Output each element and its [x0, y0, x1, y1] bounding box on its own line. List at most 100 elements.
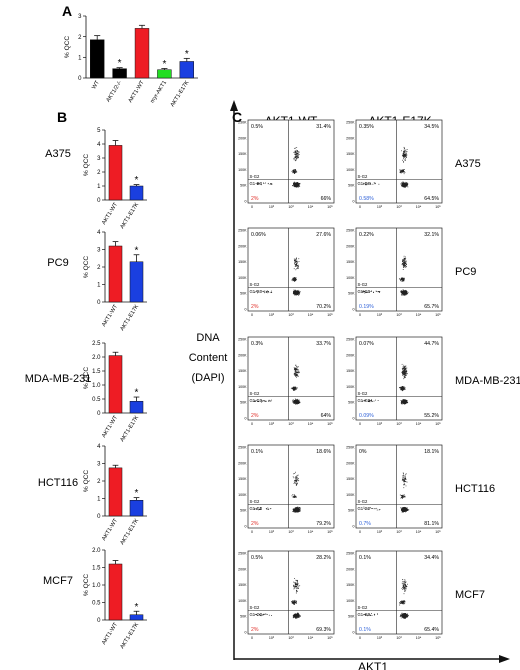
flow-gate-label-sg2: S-G2 [250, 174, 260, 179]
flow-event-dot [294, 156, 296, 158]
flow-event-dot [265, 401, 267, 403]
flow-event-dot [295, 511, 296, 513]
panel-a-bar [134, 28, 150, 79]
flow-event-dot [399, 389, 401, 391]
flow-event-dot [298, 612, 299, 614]
flow-event-dot [402, 387, 404, 389]
flow-event-dot [295, 617, 296, 619]
flow-event-dot [293, 473, 295, 475]
flow-event-dot [403, 473, 404, 475]
flow-event-dot [404, 370, 406, 372]
flow-event-dot [295, 403, 297, 405]
flow-event-dot [405, 375, 407, 376]
flow-event-dot [292, 185, 294, 186]
flow-event-dot [402, 602, 404, 603]
flow-event-dot [405, 400, 407, 402]
flow-event-dot [297, 261, 299, 263]
flow-event-dot [402, 169, 404, 171]
flow-event-dot [295, 364, 296, 366]
flow-y-tick-label: 100K [346, 168, 355, 172]
flow-event-dot [263, 182, 264, 184]
flow-event-dot [293, 259, 295, 261]
flow-event-dot [403, 151, 405, 153]
flow-event-dot [405, 149, 407, 151]
flow-event-dot [294, 160, 296, 162]
flow-event-dot [405, 151, 407, 153]
flow-event-dot [298, 400, 299, 402]
flow-event-dot [294, 373, 295, 374]
flow-event-dot [295, 613, 297, 615]
flow-plot-a375-e17k: 250K 200K 150K 100K 50K 00 10² 10³ 10⁴ 10⁵ S-G2 G1-… [346, 119, 443, 209]
flow-event-dot [295, 264, 296, 266]
flow-event-dot [363, 182, 365, 184]
flow-event-dot [267, 182, 269, 184]
flow-y-tick-label: 200K [238, 567, 247, 571]
flow-event-dot [404, 185, 406, 187]
flow-event-dot [295, 587, 297, 589]
flow-event-dot [262, 399, 264, 401]
flow-event-dot [403, 478, 404, 480]
flow-event-dot [294, 172, 296, 174]
flow-event-dot [406, 184, 408, 186]
flow-x-tick-label: 10² [269, 422, 275, 426]
flow-event-dot [403, 263, 405, 265]
flow-gate-label-sg2: S-G2 [250, 499, 260, 504]
flow-event-dot [296, 257, 297, 259]
flow-event-dot [367, 401, 369, 403]
flow-event-dot [269, 291, 271, 293]
flow-event-dot [268, 399, 270, 401]
flow-event-dot [405, 509, 407, 511]
flow-event-dot [298, 156, 300, 158]
flow-event-dot [402, 588, 404, 590]
flow-event-dot [294, 260, 296, 262]
flow-event-dot [407, 184, 409, 186]
flow-event-dot [399, 387, 401, 389]
flow-event-dot [294, 154, 296, 155]
flow-event-dot [293, 482, 295, 484]
flow-event-dot [296, 171, 298, 173]
flow-y-tick-label: 100K [346, 385, 355, 389]
flow-event-dot [403, 157, 405, 159]
flow-event-dot [401, 612, 403, 614]
flow-x-tick-label: 10³ [396, 530, 402, 534]
flow-gate-label-sg2: S-G2 [358, 174, 368, 179]
flow-event-dot [403, 402, 405, 404]
panel-a-x-tick-label: myr-AKT1 [150, 80, 168, 105]
flow-gate-label-g1g0: G1-G0 [358, 181, 371, 186]
flow-event-dot [405, 485, 407, 487]
flow-event-dot [403, 475, 405, 477]
flow-event-dot [403, 293, 405, 295]
flow-y-tick-label: 250K [346, 229, 355, 233]
flow-x-tick-label: 10⁵ [435, 205, 441, 209]
flow-event-dot [265, 400, 267, 402]
flow-event-dot [402, 388, 404, 390]
flow-x-tick-label: 10² [269, 530, 275, 534]
flow-event-dot [297, 372, 299, 374]
flow-quadrant-ur: 27.6% [316, 232, 331, 238]
flow-event-dot [405, 581, 407, 583]
flow-event-dot [403, 158, 404, 160]
flow-event-dot [405, 291, 407, 293]
flow-event-dot [402, 370, 404, 372]
flow-gate-label-g1g0: G1-G0 [358, 289, 371, 294]
flow-x-tick-label: 10⁴ [416, 636, 422, 640]
panel-a-bar-chart: 0 1 2 3 % QCC WT * AKT1/2-/- AKT1-WT * myr-AKT1 * AK… [64, 14, 198, 108]
flow-event-dot [403, 508, 405, 510]
panel-a-significance-star: * [162, 59, 166, 70]
flow-event-dot [401, 292, 403, 294]
flow-event-dot [403, 255, 405, 257]
flow-event-dot [292, 511, 294, 513]
flow-y-tick-label: 50K [240, 509, 247, 513]
flow-event-dot [406, 290, 408, 292]
flow-event-dot [253, 400, 255, 402]
flow-event-dot [400, 617, 402, 619]
flow-event-dot [298, 508, 300, 510]
dna-axis-arrow-icon [230, 100, 238, 111]
panel-label-b: B [57, 109, 67, 125]
flow-x-tick-label: 10⁴ [308, 422, 314, 426]
flow-event-dot [296, 156, 298, 158]
flow-gate-label-g1g0: G1-G0 [250, 289, 263, 294]
flow-event-dot [293, 601, 295, 603]
flow-event-dot [400, 602, 402, 604]
flow-y-tick-label: 200K [346, 136, 355, 140]
